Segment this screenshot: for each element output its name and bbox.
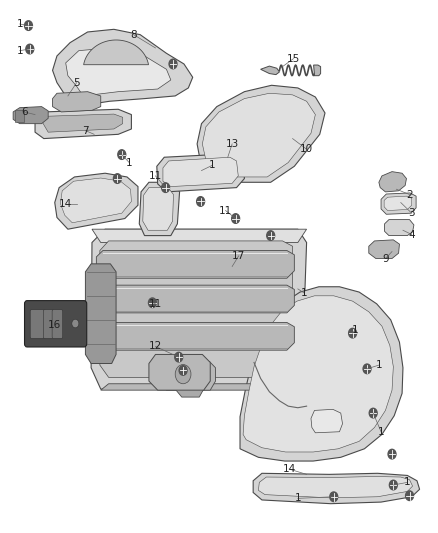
- Polygon shape: [53, 92, 101, 112]
- Circle shape: [162, 183, 170, 192]
- Text: 1: 1: [294, 494, 301, 503]
- Polygon shape: [197, 85, 325, 182]
- Text: 1: 1: [351, 326, 358, 335]
- Text: 3: 3: [408, 208, 415, 218]
- Polygon shape: [85, 264, 116, 364]
- Polygon shape: [13, 107, 48, 124]
- Polygon shape: [379, 172, 406, 192]
- Polygon shape: [163, 157, 238, 187]
- Text: 11: 11: [219, 206, 232, 215]
- Polygon shape: [261, 66, 279, 75]
- Polygon shape: [66, 48, 171, 96]
- Polygon shape: [149, 354, 210, 390]
- Circle shape: [349, 328, 357, 338]
- Text: 1: 1: [404, 478, 411, 487]
- Text: 1: 1: [301, 288, 308, 298]
- Text: 1: 1: [16, 46, 23, 55]
- Circle shape: [148, 298, 156, 308]
- Text: 16: 16: [48, 320, 61, 330]
- Polygon shape: [369, 240, 399, 259]
- Circle shape: [72, 319, 79, 328]
- Circle shape: [26, 44, 34, 54]
- Circle shape: [388, 449, 396, 459]
- Polygon shape: [139, 182, 180, 236]
- Polygon shape: [381, 193, 416, 214]
- Text: 15: 15: [287, 54, 300, 63]
- Text: 1: 1: [209, 160, 216, 170]
- Polygon shape: [159, 361, 215, 390]
- Circle shape: [197, 197, 205, 206]
- Text: 10: 10: [300, 144, 313, 154]
- Polygon shape: [384, 196, 412, 211]
- Circle shape: [232, 214, 240, 223]
- Circle shape: [113, 174, 121, 183]
- Circle shape: [389, 480, 397, 490]
- Polygon shape: [143, 188, 173, 230]
- Polygon shape: [91, 229, 307, 389]
- Text: 7: 7: [82, 126, 89, 135]
- Text: 12: 12: [149, 342, 162, 351]
- Polygon shape: [96, 285, 294, 313]
- Polygon shape: [311, 409, 343, 433]
- Text: 1: 1: [378, 427, 385, 437]
- Polygon shape: [258, 477, 413, 498]
- Text: 14: 14: [283, 464, 296, 474]
- Polygon shape: [176, 373, 204, 397]
- Circle shape: [175, 365, 191, 384]
- Text: 4: 4: [408, 230, 415, 239]
- Text: 1: 1: [16, 19, 23, 29]
- Polygon shape: [96, 251, 294, 278]
- Text: 11: 11: [149, 171, 162, 181]
- Polygon shape: [314, 65, 321, 76]
- Text: 14: 14: [59, 199, 72, 208]
- Polygon shape: [100, 241, 293, 377]
- Polygon shape: [53, 29, 193, 107]
- Text: 2: 2: [406, 190, 413, 199]
- FancyBboxPatch shape: [43, 310, 54, 338]
- Polygon shape: [96, 322, 294, 350]
- Text: 9: 9: [382, 254, 389, 263]
- Circle shape: [175, 352, 183, 362]
- Circle shape: [118, 150, 126, 159]
- Text: 11: 11: [149, 299, 162, 309]
- Polygon shape: [202, 93, 315, 177]
- Polygon shape: [253, 473, 420, 504]
- Circle shape: [369, 408, 377, 418]
- Text: 6: 6: [21, 107, 28, 117]
- Circle shape: [406, 491, 413, 500]
- Circle shape: [179, 366, 187, 375]
- Polygon shape: [240, 287, 403, 461]
- FancyBboxPatch shape: [52, 310, 63, 338]
- Text: 13: 13: [226, 139, 239, 149]
- Polygon shape: [157, 154, 244, 192]
- Circle shape: [25, 21, 32, 30]
- Circle shape: [267, 231, 275, 240]
- Text: 8: 8: [130, 30, 137, 39]
- Polygon shape: [15, 110, 24, 122]
- Polygon shape: [60, 178, 131, 223]
- Polygon shape: [55, 173, 138, 229]
- Circle shape: [169, 59, 177, 69]
- FancyBboxPatch shape: [25, 301, 87, 347]
- Circle shape: [363, 364, 371, 374]
- Polygon shape: [385, 220, 414, 236]
- Polygon shape: [84, 40, 148, 64]
- Polygon shape: [101, 384, 293, 390]
- Polygon shape: [92, 229, 307, 243]
- Polygon shape: [42, 114, 123, 132]
- Text: 5: 5: [73, 78, 80, 87]
- Text: 17: 17: [232, 251, 245, 261]
- Polygon shape: [243, 296, 393, 452]
- Text: 1: 1: [126, 158, 133, 167]
- Polygon shape: [35, 109, 131, 139]
- Circle shape: [330, 492, 338, 502]
- Text: 1: 1: [375, 360, 382, 370]
- FancyBboxPatch shape: [30, 310, 46, 338]
